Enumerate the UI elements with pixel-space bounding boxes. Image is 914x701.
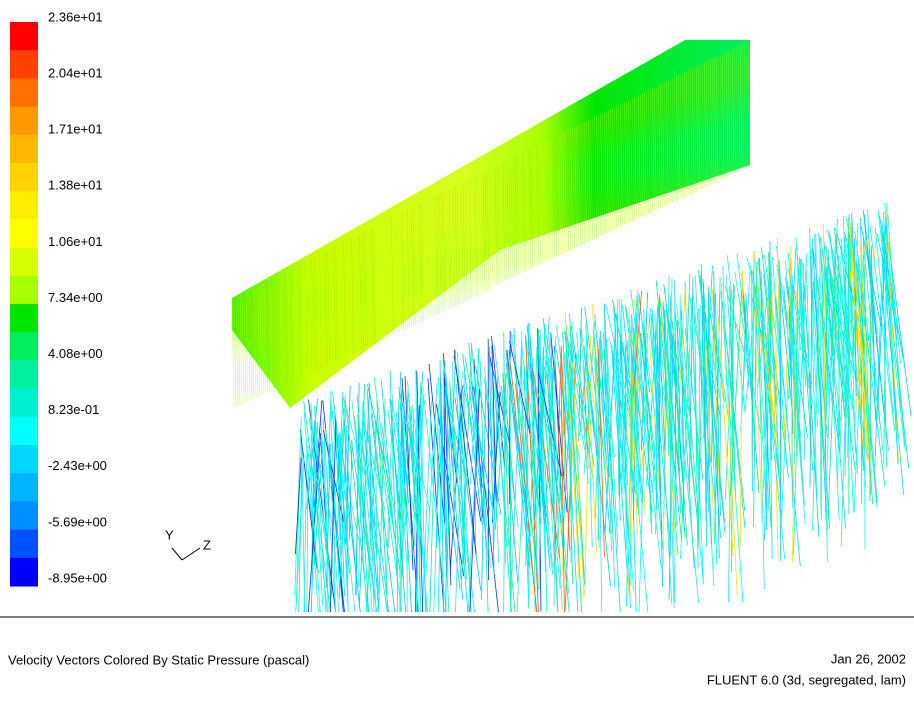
colorbar-label: 2.36e+01 (48, 9, 103, 24)
colorbar-segment (10, 135, 38, 164)
footer-title: Velocity Vectors Colored By Static Press… (8, 652, 309, 667)
colorbar-segment (10, 558, 38, 587)
colorbar-segment (10, 473, 38, 502)
colorbar-segment (10, 191, 38, 220)
vector (475, 373, 476, 546)
colorbar-label: 1.06e+01 (48, 234, 103, 249)
colorbar-segment (10, 501, 38, 530)
colorbar-segment (10, 78, 38, 107)
colorbar-label: 8.23e-01 (48, 402, 99, 417)
fluent-window: 2.36e+01 2.04e+01 1.71e+01 1.38e+01 1.06e+01… (0, 0, 914, 701)
colorbar-segment (10, 50, 38, 79)
colorbar-segment (10, 530, 38, 559)
colorbar-segment (10, 248, 38, 277)
colorbar-segment (10, 304, 38, 333)
colorbar-segment (10, 360, 38, 389)
colorbar-segment (10, 219, 38, 248)
triad-z-label: Z (203, 537, 211, 552)
colorbar-segment (10, 107, 38, 136)
footer-solver: FLUENT 6.0 (3d, segregated, lam) (707, 672, 906, 687)
colorbar-segment (10, 417, 38, 446)
colorbar-label: 4.08e+00 (48, 346, 103, 361)
colorbar-label: 1.38e+01 (48, 178, 103, 193)
colorbar-label: -5.69e+00 (48, 514, 107, 529)
colorbar-segment (10, 332, 38, 361)
colorbar-segment (10, 22, 38, 51)
colorbar-label: -2.43e+00 (48, 458, 107, 473)
colorbar-label: 7.34e+00 (48, 290, 103, 305)
colorbar-segment (10, 276, 38, 305)
colorbar-segment (10, 163, 38, 192)
colorbar-label: 1.71e+01 (48, 122, 103, 137)
footer-date: Jan 26, 2002 (831, 651, 906, 666)
triad-y-label: Y (165, 527, 174, 542)
colorbar-label: -8.95e+00 (48, 570, 107, 585)
colorbar-segment (10, 445, 38, 474)
colorbar-label: 2.04e+01 (48, 66, 103, 81)
background (0, 0, 914, 701)
colorbar-segment (10, 389, 38, 418)
